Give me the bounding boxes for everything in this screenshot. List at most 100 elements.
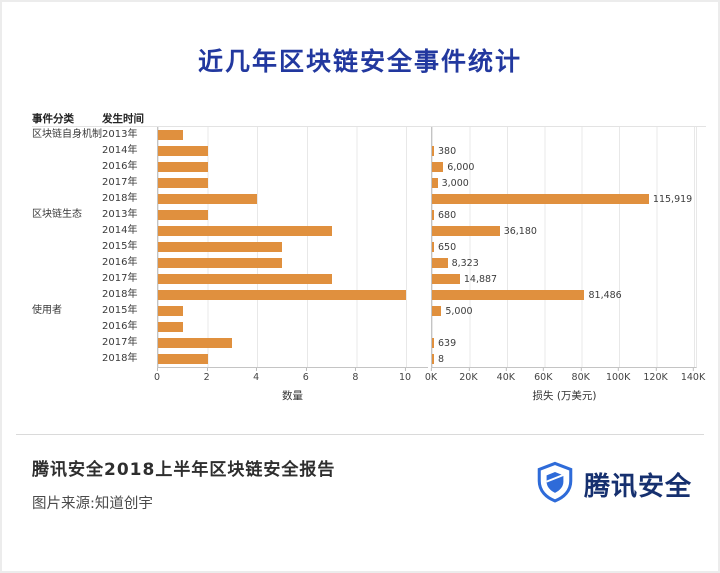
image-source: 图片来源:知道创宇 [32, 496, 153, 512]
time-column-header: 发生时间 [102, 112, 144, 125]
count-bar-row [158, 127, 428, 143]
loss-value-label: 8,323 [451, 257, 479, 269]
axis-title-spacer [32, 388, 157, 406]
axis-titles-row: 数量 损失 (万美元) [32, 388, 706, 406]
count-bar-row [158, 239, 428, 255]
year-label: 2013年 [102, 129, 138, 140]
chart: 事件分类 发生时间 区块链自身机制 区块链生态使用者 2013年 2014年 2016… [32, 110, 706, 406]
axis-tick: 80K [571, 368, 590, 383]
report-title: 腾讯安全2018上半年区块链安全报告 [32, 460, 336, 480]
axis-tick: 10 [398, 368, 412, 383]
loss-value-label: 639 [438, 337, 457, 349]
loss-panel: 380 6,000 3,000 115,919 680 36,180 650 8,323 14,… [431, 127, 697, 368]
axis-tick: 60K [534, 368, 553, 383]
loss-bar [432, 290, 585, 300]
count-bar-row [158, 335, 428, 351]
count-bar [158, 146, 208, 156]
count-bar-row [158, 159, 428, 175]
footer-divider [16, 434, 704, 435]
loss-value-label: 680 [438, 209, 457, 221]
ticks-spacer [32, 368, 157, 384]
count-bar [158, 162, 208, 172]
count-bar-row [158, 207, 428, 223]
count-bar [158, 290, 406, 300]
count-bar-row [158, 255, 428, 271]
axis-tick: 120K [643, 368, 668, 383]
axis-tick: 8 [352, 368, 359, 383]
count-bar [158, 130, 183, 140]
loss-bar-row: 14,887 [432, 271, 696, 287]
year-label: 2018年 [102, 289, 138, 300]
year-column: 2013年 2014年 2016年 2017年 2018年 2013年 2014年 2015年… [102, 127, 157, 368]
loss-bar-row: 8,323 [432, 255, 696, 271]
loss-value-label: 115,919 [652, 193, 693, 205]
category-label: 区块链自身机制 [32, 129, 102, 140]
axis-tick: 100K [605, 368, 631, 383]
chart-header: 事件分类 发生时间 [32, 110, 706, 127]
year-label: 2018年 [102, 193, 138, 204]
loss-bar-row: 5,000 [432, 303, 696, 319]
loss-bar-row: 639 [432, 335, 696, 351]
count-bar [158, 210, 208, 220]
chart-title: 近几年区块链安全事件统计 [197, 47, 522, 76]
loss-bar [432, 306, 442, 316]
category-label [32, 143, 102, 159]
loss-value-label: 14,887 [463, 273, 498, 285]
axis-tick: 6 [302, 368, 309, 383]
loss-bar [432, 210, 434, 220]
count-bar-row [158, 223, 428, 239]
loss-value-label: 5,000 [445, 305, 473, 317]
brand-block: 腾讯安全 [534, 461, 692, 507]
axis-tick: 20K [459, 368, 478, 383]
year-label: 2016年 [102, 161, 138, 172]
axis-tick: 40K [496, 368, 516, 383]
loss-axis-ticks: 0K 20K 40K 60K 80K 100K 120K 140K [425, 368, 705, 384]
loss-bar [432, 146, 434, 156]
loss-value-label: 380 [438, 145, 457, 157]
category-label: 使用者 [32, 305, 62, 316]
loss-bar-row: 650 [432, 239, 696, 255]
category-label [32, 287, 102, 303]
year-label: 2016年 [102, 257, 138, 268]
year-label: 2016年 [102, 321, 138, 332]
loss-value-label: 3,000 [441, 177, 469, 189]
loss-bar-row: 36,180 [432, 223, 696, 239]
count-axis-ticks: 0 2 4 6 8 10 [153, 368, 428, 384]
year-label: 2017年 [102, 177, 138, 188]
brand-name: 腾讯安全 [583, 471, 692, 502]
year-label: 2018年 [102, 353, 138, 364]
loss-bar [432, 354, 434, 364]
category-label [32, 319, 102, 335]
year-label: 2015年 [102, 241, 138, 252]
count-bar [158, 194, 258, 204]
loss-value-label: 6,000 [447, 161, 475, 173]
category-column-header: 事件分类 [32, 112, 74, 125]
loss-bar-row [432, 319, 696, 335]
count-bar [158, 338, 233, 348]
loss-value-label: 650 [438, 241, 457, 253]
loss-bar-row: 680 [432, 207, 696, 223]
count-bar-row [158, 319, 428, 335]
loss-bar-row [432, 127, 696, 143]
year-label: 2014年 [102, 225, 138, 236]
count-bar [158, 274, 332, 284]
axis-tick: 140K [680, 368, 706, 383]
count-bar-row [158, 271, 428, 287]
loss-value-label: 36,180 [503, 225, 537, 237]
year-label: 2017年 [102, 337, 138, 348]
loss-axis-title: 损失 (万美元) [532, 390, 597, 402]
year-label: 2017年 [102, 273, 138, 284]
count-bar-row [158, 287, 428, 303]
count-bar [158, 354, 208, 364]
axis-tick: 0 [153, 368, 161, 383]
year-label: 2014年 [102, 145, 138, 156]
count-bar [158, 178, 208, 188]
loss-value-label: 8 [438, 353, 445, 365]
count-bar-row [158, 303, 428, 319]
category-label [32, 223, 102, 239]
category-label: 区块链生态 [32, 209, 82, 220]
category-label [32, 335, 102, 351]
loss-bar-row: 115,919 [432, 191, 696, 207]
shield-icon [534, 461, 576, 507]
